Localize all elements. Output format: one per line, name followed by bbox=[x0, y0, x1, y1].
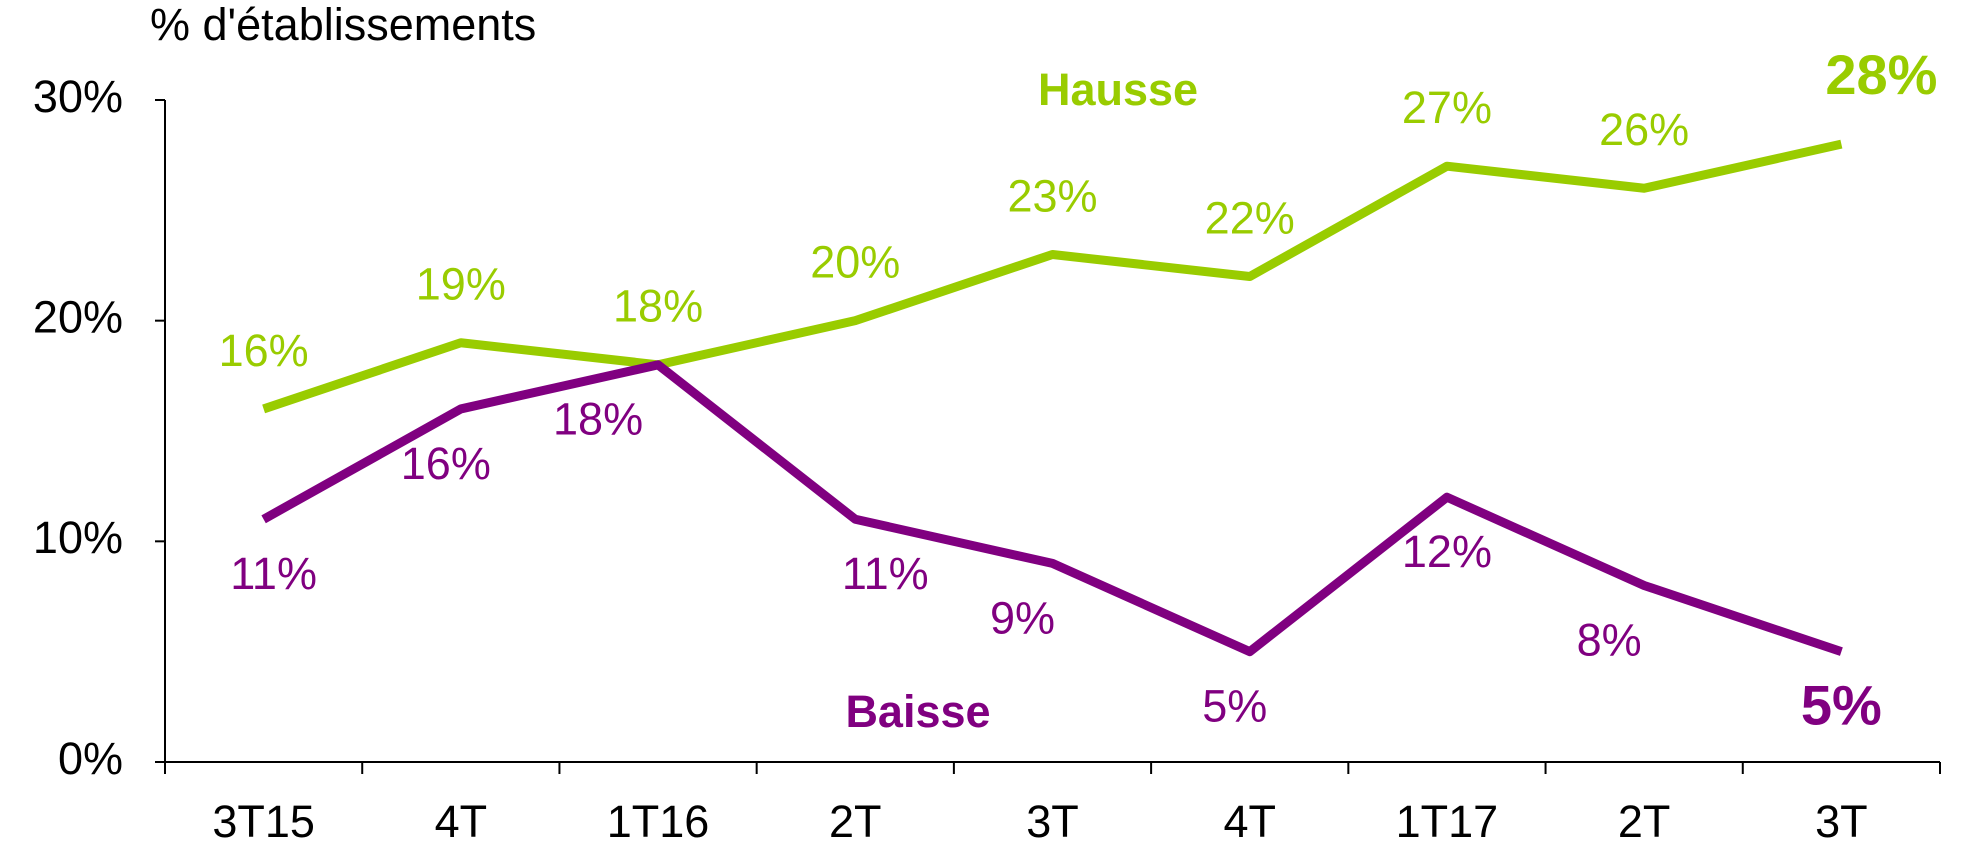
data-label: 20% bbox=[810, 237, 900, 288]
x-tick-label: 4T bbox=[435, 796, 488, 847]
data-label: 11% bbox=[842, 548, 929, 599]
data-label: 19% bbox=[416, 259, 506, 310]
y-tick-label: 0% bbox=[58, 733, 123, 784]
data-label: 28% bbox=[1825, 43, 1937, 106]
y-axis-label: % d'établissements bbox=[150, 0, 536, 50]
data-label: 18% bbox=[553, 394, 643, 445]
data-label: 8% bbox=[1577, 614, 1642, 665]
x-tick-label: 4T bbox=[1223, 796, 1276, 847]
x-tick-label: 1T16 bbox=[607, 796, 710, 847]
y-tick-label: 20% bbox=[33, 292, 123, 343]
x-tick-label: 1T17 bbox=[1396, 796, 1499, 847]
data-label: 5% bbox=[1202, 681, 1267, 732]
x-tick-label: 3T15 bbox=[212, 796, 315, 847]
line-series bbox=[262, 139, 1843, 414]
data-label: 9% bbox=[990, 592, 1055, 643]
data-label: 18% bbox=[613, 281, 703, 332]
data-label: 27% bbox=[1402, 82, 1492, 133]
data-label: 16% bbox=[219, 325, 309, 376]
data-label: 12% bbox=[1402, 526, 1492, 577]
y-tick-label: 30% bbox=[33, 71, 123, 122]
data-label: 16% bbox=[401, 438, 491, 489]
data-label: 26% bbox=[1599, 104, 1689, 155]
data-label: 11% bbox=[230, 548, 317, 599]
y-tick-label: 10% bbox=[33, 512, 123, 563]
x-tick-label: 3T bbox=[1815, 796, 1868, 847]
x-tick-label: 2T bbox=[1618, 796, 1671, 847]
data-label: 23% bbox=[1007, 170, 1097, 221]
series-label: Hausse bbox=[1038, 64, 1198, 115]
line-series bbox=[261, 360, 1843, 657]
x-tick-label: 2T bbox=[829, 796, 882, 847]
x-tick-label: 3T bbox=[1026, 796, 1079, 847]
series-label: Baisse bbox=[845, 686, 990, 737]
data-label: 5% bbox=[1801, 673, 1882, 736]
data-label: 22% bbox=[1205, 192, 1295, 243]
